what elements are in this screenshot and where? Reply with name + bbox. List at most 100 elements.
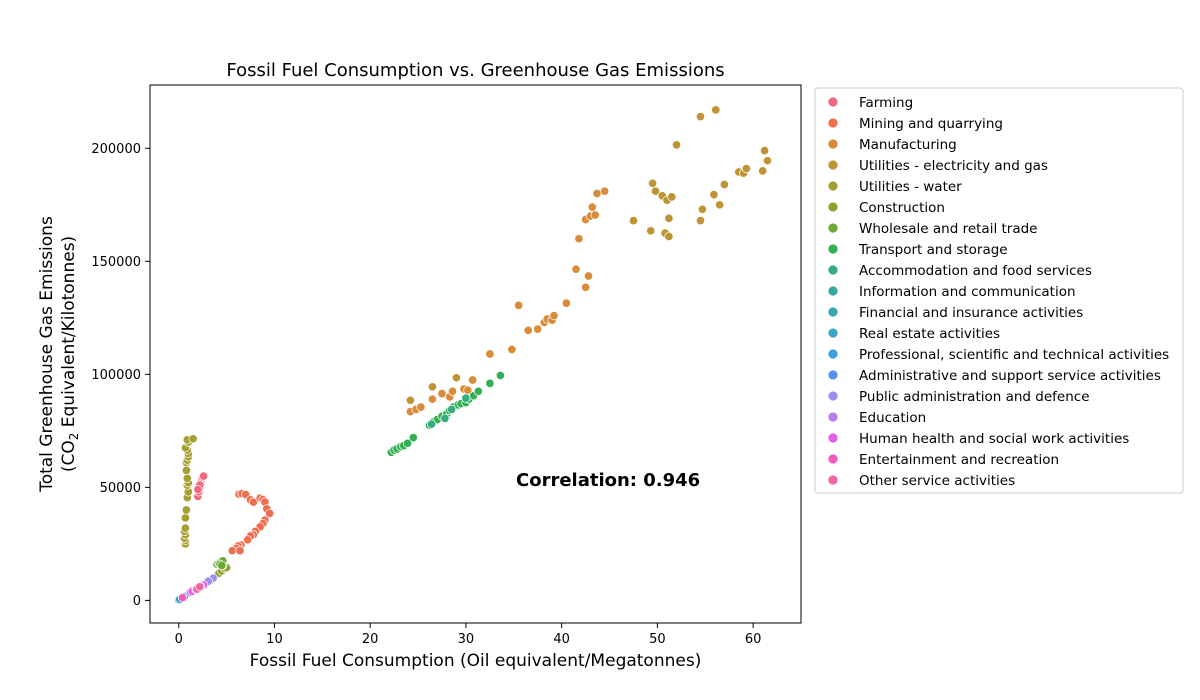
y-axis-label-line2: (CO2 Equivalent/Kilotonnes) bbox=[59, 236, 81, 472]
data-point bbox=[650, 186, 661, 196]
legend-item: Transport and storage bbox=[827, 242, 1008, 258]
data-point bbox=[600, 186, 610, 196]
legend-label: Manufacturing bbox=[859, 137, 957, 153]
legend-label: Wholesale and retail trade bbox=[859, 221, 1037, 237]
data-point bbox=[402, 438, 413, 448]
legend-item: Mining and quarrying bbox=[827, 116, 1003, 132]
data-point bbox=[180, 523, 190, 533]
legend-item: Financial and insurance activities bbox=[827, 305, 1083, 321]
data-point bbox=[667, 192, 677, 202]
legend-label: Accommodation and food services bbox=[859, 263, 1092, 279]
data-point bbox=[180, 513, 190, 523]
data-point bbox=[628, 216, 639, 226]
legend-marker bbox=[827, 96, 839, 108]
data-point bbox=[485, 378, 495, 388]
data-point bbox=[561, 298, 571, 308]
plot-area bbox=[149, 84, 802, 624]
legend-marker bbox=[827, 201, 839, 213]
legend-item: Utilities - electricity and gas bbox=[827, 158, 1048, 174]
legend-marker bbox=[827, 432, 839, 444]
data-point bbox=[195, 582, 205, 592]
data-point bbox=[427, 382, 437, 392]
legend-label: Construction bbox=[859, 200, 945, 216]
x-tick-label: 60 bbox=[745, 632, 762, 647]
data-point bbox=[711, 105, 721, 115]
data-point bbox=[181, 505, 191, 515]
legend-item: Construction bbox=[827, 200, 945, 216]
legend-item: Farming bbox=[827, 95, 913, 111]
legend-item: Human health and social work activities bbox=[827, 431, 1129, 447]
data-point bbox=[437, 389, 447, 399]
data-point bbox=[248, 497, 258, 507]
legend-label: Utilities - water bbox=[859, 179, 962, 195]
legend-label: Administrative and support service activ… bbox=[859, 368, 1161, 384]
data-point bbox=[592, 188, 602, 199]
legend-box bbox=[814, 87, 1184, 494]
y-axis-label-pre: (CO bbox=[59, 440, 79, 472]
x-tick-label: 10 bbox=[266, 632, 283, 647]
data-point bbox=[461, 393, 471, 403]
legend-marker bbox=[827, 453, 839, 465]
legend-label: Professional, scientific and technical a… bbox=[859, 347, 1169, 363]
legend-label: Farming bbox=[859, 95, 913, 111]
data-point bbox=[583, 271, 594, 281]
legend-marker bbox=[827, 243, 839, 255]
legend-label: Real estate activities bbox=[859, 326, 1000, 342]
correlation-annotation: Correlation: 0.946 bbox=[516, 470, 700, 491]
data-point bbox=[514, 300, 524, 310]
data-point bbox=[243, 535, 253, 545]
chart-title: Fossil Fuel Consumption vs. Greenhouse G… bbox=[226, 60, 724, 81]
x-tick-label: 30 bbox=[458, 632, 475, 647]
x-axis-label: Fossil Fuel Consumption (Oil equivalent/… bbox=[250, 651, 702, 671]
data-point bbox=[574, 234, 584, 244]
legend-marker bbox=[827, 411, 839, 423]
x-tick-label: 20 bbox=[362, 632, 379, 647]
legend-marker bbox=[827, 180, 839, 192]
legend: Farming Mining and quarrying Manufacturing… bbox=[827, 95, 1169, 489]
data-point bbox=[549, 311, 559, 321]
data-point bbox=[468, 375, 478, 385]
legend-label: Public administration and defence bbox=[859, 389, 1090, 405]
legend-marker bbox=[827, 348, 839, 360]
data-point bbox=[188, 434, 198, 444]
legend-label: Information and communication bbox=[859, 284, 1076, 300]
x-tick-label: 0 bbox=[175, 632, 183, 647]
legend-marker bbox=[827, 369, 839, 381]
data-point bbox=[695, 112, 706, 122]
legend-item: Professional, scientific and technical a… bbox=[827, 347, 1169, 363]
y-tick-label: 150000 bbox=[91, 255, 141, 270]
legend-marker bbox=[827, 285, 839, 297]
y-tick-label: 200000 bbox=[91, 142, 141, 157]
data-point bbox=[447, 404, 457, 414]
data-point bbox=[408, 433, 418, 443]
x-tick-label: 50 bbox=[649, 632, 666, 647]
data-point bbox=[671, 140, 682, 150]
legend-label: Utilities - electricity and gas bbox=[859, 158, 1048, 174]
data-point bbox=[646, 226, 656, 236]
legend-label: Mining and quarrying bbox=[859, 116, 1003, 132]
data-point bbox=[199, 471, 209, 481]
data-point bbox=[695, 216, 706, 226]
legend-label: Entertainment and recreation bbox=[859, 452, 1059, 468]
data-point bbox=[227, 546, 237, 556]
legend-item: Accommodation and food services bbox=[827, 263, 1092, 279]
x-tick-label: 40 bbox=[553, 632, 570, 647]
legend-marker bbox=[827, 474, 839, 486]
y-tick-label: 50000 bbox=[100, 481, 141, 496]
data-point bbox=[451, 373, 461, 383]
legend-label: Education bbox=[859, 410, 926, 426]
y-axis-label: Total Greenhouse Gas Emissions (CO2 Equi… bbox=[37, 216, 81, 493]
data-point bbox=[217, 560, 227, 570]
data-point bbox=[590, 210, 600, 220]
x-axis-ticks: 0 10 20 30 40 50 60 bbox=[175, 623, 762, 647]
data-point bbox=[697, 204, 707, 214]
data-point bbox=[235, 546, 245, 556]
data-point bbox=[664, 213, 674, 223]
data-point bbox=[182, 473, 192, 483]
data-point bbox=[473, 386, 483, 396]
y-tick-label: 100000 bbox=[91, 368, 141, 383]
legend-label: Human health and social work activities bbox=[859, 431, 1129, 447]
data-point bbox=[193, 485, 203, 495]
y-tick-label: 0 bbox=[133, 594, 141, 609]
